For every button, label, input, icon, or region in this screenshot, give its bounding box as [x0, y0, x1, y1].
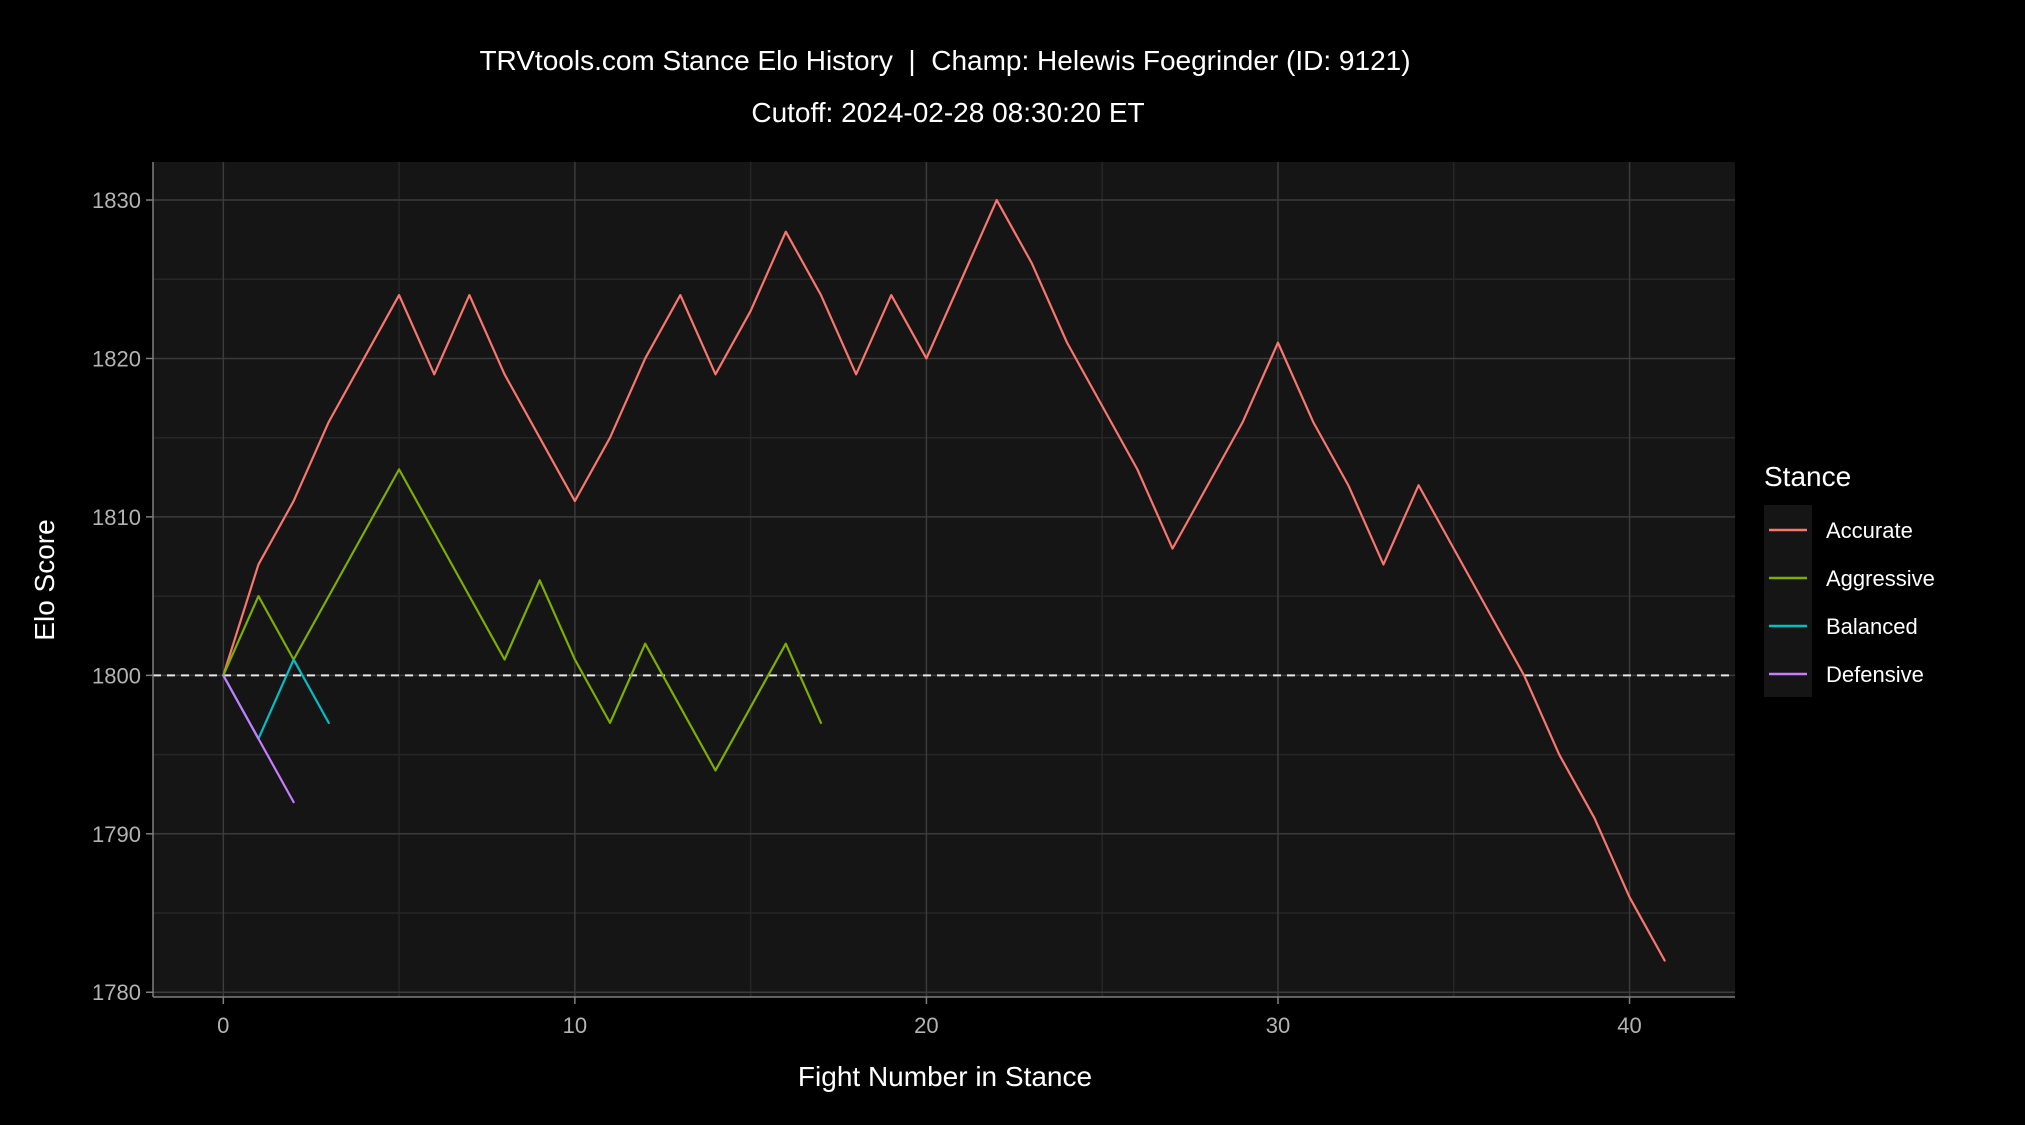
x-axis-ticks: 0 10 20 30 40	[217, 997, 1642, 1038]
x-tick-label: 40	[1617, 1013, 1641, 1038]
y-axis-title: Elo Score	[29, 519, 60, 640]
series-line-defensive	[222, 674, 295, 804]
plot-panel	[153, 162, 1735, 997]
major-gridlines	[153, 162, 1735, 997]
y-tick-label: 1800	[92, 663, 141, 688]
x-tick-label: 30	[1266, 1013, 1290, 1038]
legend-label-accurate: Accurate	[1826, 518, 1913, 543]
y-tick-label: 1830	[92, 188, 141, 213]
y-tick-label: 1810	[92, 505, 141, 530]
series-lines	[222, 198, 1666, 962]
series-line-aggressive	[222, 468, 823, 772]
y-tick-label: 1780	[92, 980, 141, 1005]
y-tick-label: 1820	[92, 346, 141, 371]
legend-label-balanced: Balanced	[1826, 614, 1918, 639]
legend-key-background	[1764, 505, 1812, 697]
legend-title: Stance	[1764, 461, 1851, 492]
legend: Accurate Aggressive Balanced Defensive	[1764, 505, 1935, 697]
chart-subtitle: Cutoff: 2024-02-28 08:30:20 ET	[751, 97, 1144, 128]
x-axis-title: Fight Number in Stance	[798, 1061, 1092, 1092]
x-tick-label: 10	[563, 1013, 587, 1038]
chart-title: TRVtools.com Stance Elo History | Champ:…	[479, 45, 1410, 76]
series-line-accurate	[222, 198, 1666, 962]
y-tick-label: 1790	[92, 822, 141, 847]
minor-gridlines	[153, 162, 1735, 997]
x-tick-label: 0	[217, 1013, 229, 1038]
legend-label-defensive: Defensive	[1826, 662, 1924, 687]
legend-label-aggressive: Aggressive	[1826, 566, 1935, 591]
x-tick-label: 20	[914, 1013, 938, 1038]
y-axis-ticks: 1780 1790 1800 1810 1820 1830	[92, 188, 153, 1005]
